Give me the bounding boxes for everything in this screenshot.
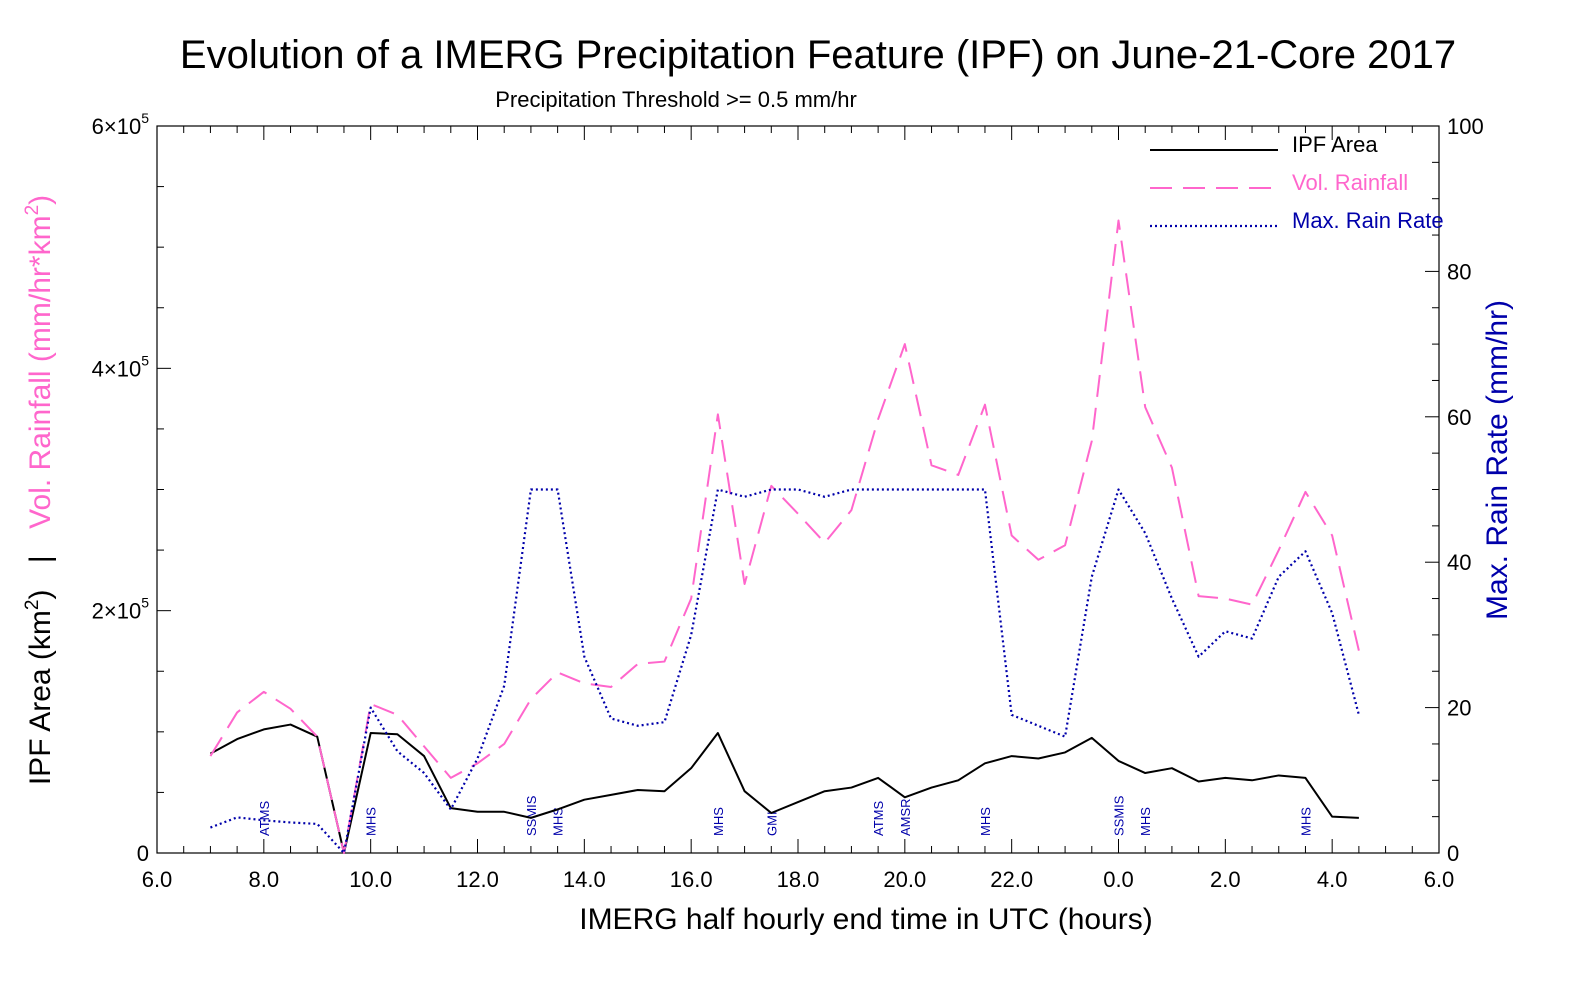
x-tick-label: 4.0: [1317, 867, 1348, 892]
sensor-label: SSMIS: [524, 795, 539, 836]
y-right-axis-label: Max. Rain Rate (mm/hr): [1481, 300, 1514, 620]
sensor-label: ATMS: [871, 801, 886, 836]
y-left-tick-label: 0: [137, 841, 149, 866]
svg-text:IPF Area (km2) | V: IPF Area (km2) | Vol. Rainfall (mm/hr*km…: [22, 195, 57, 785]
y-left-axis-label: IPF Area (km2) | Vol. Rainfall (mm/hr*km…: [22, 195, 57, 785]
sensor-label: MHS: [1298, 807, 1313, 836]
y-right-tick-label: 20: [1447, 696, 1471, 721]
legend-label-rate: Max. Rain Rate: [1292, 208, 1444, 233]
y-left-label-area-sup: 2: [22, 600, 43, 611]
y-left-tick-label: 2×105: [92, 595, 150, 624]
y-left-label-area-text: IPF Area (km: [24, 610, 57, 785]
series-line-rainfall: [209, 219, 1360, 854]
sensor-label: MHS: [1138, 807, 1153, 836]
y-right-tick-label: 100: [1447, 114, 1484, 139]
chart-subtitle: Precipitation Threshold >= 0.5 mm/hr: [495, 87, 857, 112]
y-left-tick-label-base: 0: [137, 841, 149, 866]
sensor-label: AMSR: [898, 798, 913, 836]
y-left-label-area-paren: ): [24, 590, 57, 600]
sensor-label: MHS: [978, 807, 993, 836]
y-right-tick-label: 40: [1447, 550, 1471, 575]
chart-title: Evolution of a IMERG Precipitation Featu…: [180, 33, 1456, 77]
legend-label-rainfall: Vol. Rainfall: [1292, 170, 1408, 195]
y-right-tick-labels: 0 20 40 60 80 100: [1447, 114, 1484, 866]
x-tick-labels: 6.0 8.0 10.0 12.0 14.0 16.0 18.0 20.0 22.0 0.0 2.0…: [142, 867, 1455, 892]
y-left-tick-label-base: 4×10: [92, 356, 142, 381]
x-axis-label: IMERG half hourly end time in UTC (hours…: [579, 903, 1153, 936]
x-tick-label: 12.0: [456, 867, 499, 892]
y-right-tick-label: 80: [1447, 259, 1471, 284]
y-left-label-separator: |: [24, 555, 57, 563]
legend: IPF Area Vol. Rainfall Max. Rain Rate: [1150, 132, 1444, 233]
sensor-label: MHS: [364, 807, 379, 836]
x-tick-label: 2.0: [1210, 867, 1241, 892]
series-line-area: [209, 723, 1359, 854]
x-tick-label: 22.0: [990, 867, 1033, 892]
y-left-tick-label: 6×105: [92, 110, 150, 139]
y-right-tick-label: 60: [1447, 405, 1471, 430]
x-tick-label: 0.0: [1103, 867, 1134, 892]
series-lines: [209, 219, 1360, 855]
y-left-label-rainfall-sup: 2: [22, 205, 43, 216]
x-tick-label: 10.0: [349, 867, 392, 892]
y-left-tick-label-base: 6×10: [92, 114, 142, 139]
y-right-tick-label: 0: [1447, 841, 1459, 866]
y-left-tick-label-exp: 5: [141, 110, 149, 126]
axis-ticks: [156, 125, 1440, 854]
x-tick-label: 20.0: [883, 867, 926, 892]
y-left-label-area: IPF Area (km2): [22, 590, 57, 786]
plot-frame: [156, 125, 1440, 854]
sensor-labels: ATMS MHS SSMIS MHS MHS GMI ATMS AMSR MHS SSMIS MHS…: [257, 795, 1314, 836]
series-line-rate: [210, 488, 1360, 855]
y-left-label-rainfall-paren: ): [24, 195, 57, 205]
sensor-label: MHS: [551, 807, 566, 836]
sensor-label: SSMIS: [1112, 795, 1127, 836]
x-tick-label: 6.0: [142, 867, 173, 892]
sensor-label: ATMS: [257, 801, 272, 836]
sensor-label: MHS: [711, 807, 726, 836]
sensor-label: GMI: [764, 811, 779, 836]
x-tick-label: 18.0: [777, 867, 820, 892]
x-tick-label: 16.0: [670, 867, 713, 892]
y-left-label-rainfall: Vol. Rainfall (mm/hr*km2): [22, 195, 57, 529]
y-left-tick-label-exp: 5: [141, 352, 149, 368]
legend-label-area: IPF Area: [1292, 132, 1378, 157]
x-tick-label: 14.0: [563, 867, 606, 892]
x-tick-label: 8.0: [249, 867, 280, 892]
y-left-tick-label: 4×105: [92, 352, 150, 381]
y-left-tick-label-base: 2×10: [92, 599, 142, 624]
y-left-label-rainfall-text: Vol. Rainfall (mm/hr*km: [24, 215, 57, 528]
x-tick-label: 6.0: [1424, 867, 1455, 892]
y-left-tick-label-exp: 5: [141, 595, 149, 611]
